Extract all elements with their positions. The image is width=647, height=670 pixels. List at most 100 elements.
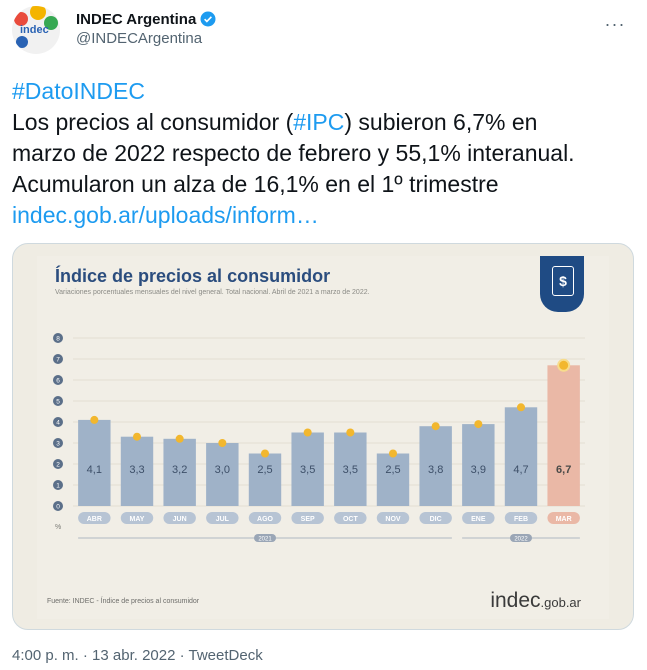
verified-badge-icon [200,11,216,27]
tweet-text-line: marzo de 2022 respecto de febrero y 55,1… [12,140,575,166]
bar [376,453,410,506]
handle[interactable]: @INDECArgentina [76,30,203,47]
bar-top-marker [474,420,483,429]
y-tick-label: 1 [56,483,60,490]
bar [419,426,452,506]
bar-top-marker [389,449,397,458]
data-label: 4,1 [87,464,102,476]
category-pill [376,512,410,524]
category-pill [419,512,452,524]
data-label: 6,7 [556,464,571,476]
y-tick-label: 0 [56,504,60,511]
x-tick-label: NOV [385,516,401,523]
y-axis-label: % [55,524,61,531]
category-pill [206,512,239,524]
avatar-text: indec [20,24,49,36]
bar-top-marker [517,403,525,412]
y-tick-label: 6 [56,378,60,385]
hashtag-datoindec[interactable]: #DatoINDEC [12,78,145,104]
bar-top-marker [218,439,227,447]
tweet-header: indec INDEC Argentina @INDECArgentina ··… [12,4,635,60]
data-label: 3,5 [300,464,315,476]
tweet-text-segment: Los precios al consumidor ( [12,109,294,135]
y-tick-label: 5 [56,399,60,406]
category-pill [462,512,495,524]
x-tick-label: ENE [471,516,486,523]
y-tick-label: 7 [56,357,60,364]
bar [206,443,239,506]
data-label: 3,9 [471,464,486,476]
x-tick-label: JUL [216,516,230,523]
bar-top-marker [90,415,99,424]
bar [334,432,367,506]
data-label: 3,2 [172,464,187,476]
y-tick-marker [53,375,63,385]
price-tag-badge: $ [540,256,584,312]
y-tick-marker [53,480,63,490]
logo-main: indec [490,589,541,612]
y-tick-label: 2 [56,462,60,469]
bar-top-marker [346,428,355,437]
logo-suffix: .gob.ar [540,595,581,610]
author-names: INDEC Argentina @INDECArgentina [76,10,217,47]
y-tick-marker [53,396,63,406]
bar [462,424,495,506]
y-tick-marker [53,354,63,364]
x-tick-label: MAY [130,516,145,523]
avatar[interactable]: indec [12,6,60,54]
infographic: Índice de precios al consumidor Variacio… [37,256,609,619]
category-pill [504,512,538,524]
year-label: 2022 [514,537,528,543]
bar [504,407,538,506]
year-pill [510,534,532,542]
x-tick-label: OCT [343,516,359,523]
y-tick-label: 4 [56,420,60,427]
tweet-text: #DatoINDEC Los precios al consumidor (#I… [12,76,635,231]
category-pill [334,512,367,524]
bar-top-marker [303,428,312,437]
infographic-title: Índice de precios al consumidor [55,266,331,286]
x-tick-label: FEB [514,516,528,523]
year-label: 2021 [258,537,272,543]
bar [248,453,282,506]
media-card[interactable]: Índice de precios al consumidor Variacio… [12,243,634,630]
bar-chart: 0 1 2 3 4 5 6 7 8% 4,1 ABR 3,3 MAY 3,2 JUN 3,0 JUL 2,5 AGO… [53,333,585,543]
category-pill [291,512,324,524]
bar [547,365,580,506]
y-tick-label: 8 [56,336,60,343]
bar-top-marker [431,422,440,431]
x-tick-label: DIC [430,516,442,523]
x-tick-label: SEP [301,516,315,523]
y-tick-marker [53,333,63,343]
x-tick-label: MAR [556,516,572,523]
category-pill [547,512,580,524]
year-pill [254,534,276,542]
bar [78,419,111,506]
source-note: Fuente: INDEC - Índice de precios al con… [47,598,200,605]
category-pill [78,512,111,524]
more-options-icon[interactable]: ··· [604,13,626,34]
display-name[interactable]: INDEC Argentina [76,10,197,28]
bar-top-marker [175,434,184,443]
x-tick-label: AGO [257,516,274,523]
data-label: 3,5 [343,464,358,476]
y-tick-marker [53,438,63,448]
data-label: 3,0 [215,464,230,476]
data-label: 4,7 [513,464,528,476]
y-tick-marker [53,501,63,511]
infographic-subtitle: Variaciones porcentuales mensuales del n… [55,289,370,296]
hashtag-ipc[interactable]: #IPC [293,109,345,135]
bar [291,432,324,506]
data-label: 2,5 [385,464,400,476]
tweet-text-line: Acumularon un alza de 16,1% en el 1º tri… [12,171,499,197]
y-tick-marker [53,459,63,469]
bar [120,436,154,506]
tweet-timestamp[interactable]: 4:00 p. m. · 13 abr. 2022 · TweetDeck [12,647,263,664]
data-label: 3,8 [428,464,443,476]
tweet-link[interactable]: indec.gob.ar/uploads/inform… [12,202,319,228]
y-tick-marker [53,417,63,427]
bar [163,438,196,506]
category-pill [120,512,154,524]
data-label: 3,3 [129,464,144,476]
bar-top-marker [261,449,269,458]
